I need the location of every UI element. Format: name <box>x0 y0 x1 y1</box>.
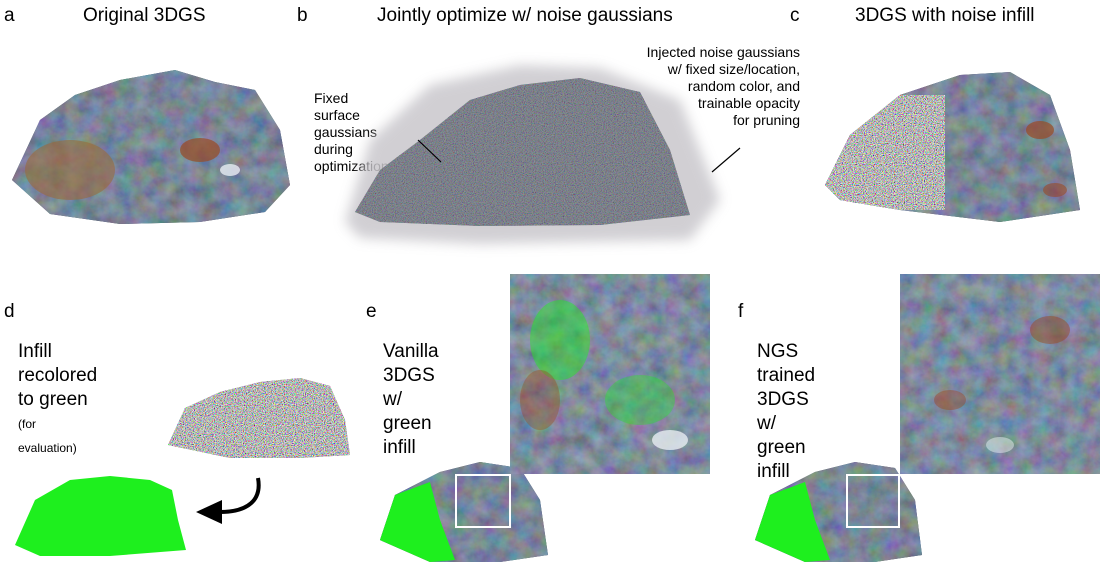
panel-letter: b <box>297 5 308 26</box>
annotation-vanilla: Vanilla 3DGS w/ green infill <box>383 341 439 458</box>
annotation-recolored: Infill recolored to green (for evaluatio… <box>18 340 97 460</box>
panel-letter: f <box>738 301 744 322</box>
panel-title: 3DGS with noise infill <box>855 5 1035 26</box>
green-infill-shape <box>15 476 186 556</box>
panel-title: Jointly optimize w/ noise gaussians <box>377 5 673 26</box>
annotation-noise-gaussians: Injected noise gaussians w/ fixed size/l… <box>646 44 800 128</box>
panel-letter: e <box>366 301 377 322</box>
arrow-icon <box>219 477 261 514</box>
panel-letter: d <box>4 301 15 322</box>
panel-letter: c <box>790 5 800 26</box>
zoom-inset-vanilla <box>510 274 710 474</box>
annotation-evaluation: (for evaluation) <box>18 417 77 455</box>
panel-letter: a <box>4 5 15 26</box>
zoom-box <box>846 474 900 528</box>
annotation-leader-right <box>711 147 741 173</box>
annotation-leader-left <box>417 139 442 163</box>
annotation-ngs: NGS trained 3DGS w/ green infill <box>757 341 816 482</box>
panel-title: Original 3DGS <box>83 5 206 26</box>
zoom-box <box>455 474 511 528</box>
arrow-head-icon <box>196 500 222 524</box>
zoom-inset-ngs <box>900 274 1100 474</box>
